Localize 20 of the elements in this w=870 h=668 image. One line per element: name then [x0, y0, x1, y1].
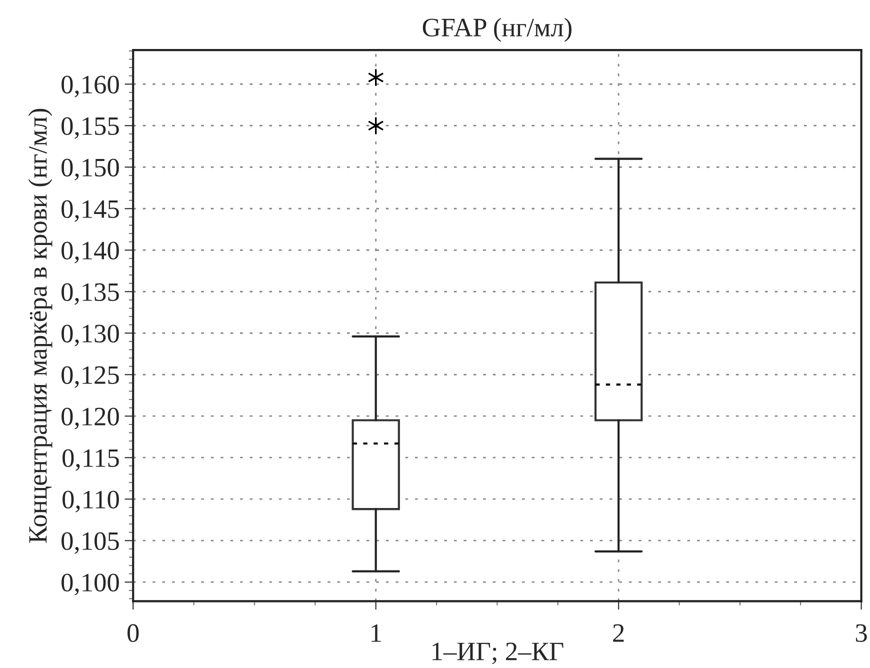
y-tick-label: 0,120 — [62, 408, 119, 430]
x-tick-label: 1 — [372, 624, 381, 642]
x-tick-label: 0 — [128, 624, 139, 642]
y-tick-label: 0,155 — [62, 117, 119, 139]
chart-title: GFAP (нг/мл) — [422, 18, 572, 42]
y-tick-label: 0,150 — [62, 158, 119, 180]
y-tick-label: 0,145 — [62, 200, 119, 222]
x-tick-label: 2 — [613, 624, 624, 642]
y-tick-label: 0,140 — [62, 242, 119, 264]
y-tick-label: 0,110 — [62, 490, 119, 512]
x-axis-title: 1–ИГ; 2–КГ — [432, 642, 564, 664]
y-tick-label: 0,105 — [62, 532, 119, 554]
y-tick-label: 0,125 — [62, 366, 119, 388]
y-axis-title: Концентрация маркёра в крови (нг/мл) — [28, 108, 52, 543]
y-tick-label: 0,135 — [62, 283, 119, 305]
y-tick-label: 0,130 — [62, 324, 119, 346]
y-tick-label: 0,160 — [62, 76, 119, 98]
y-tick-label: 0,100 — [62, 574, 119, 596]
y-tick-label: 0,115 — [62, 449, 119, 471]
x-tick-label: 3 — [856, 624, 867, 642]
